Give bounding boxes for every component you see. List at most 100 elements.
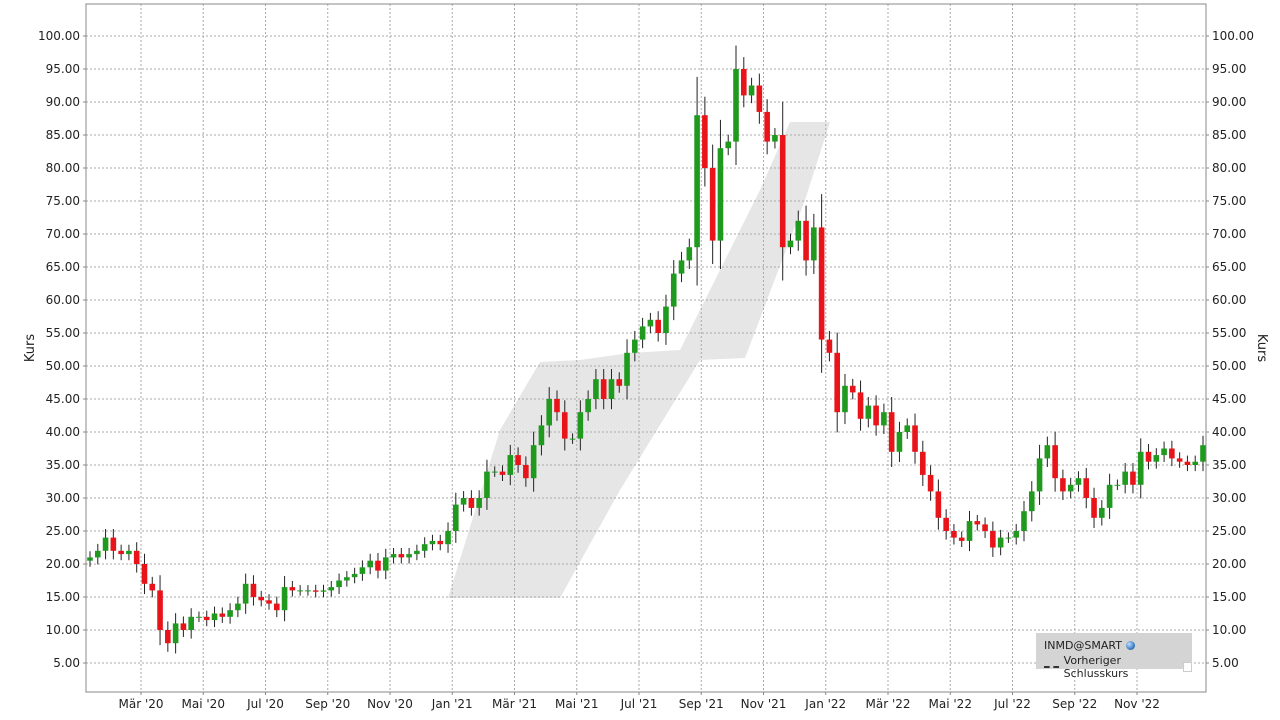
y-tick-label-left: 30.00 bbox=[46, 491, 80, 505]
candle-up bbox=[725, 141, 732, 149]
candle-down bbox=[468, 498, 475, 508]
x-axis: Mär '20 Mai '20 Jul '20 Sep '20 Nov '20 Jan '… bbox=[118, 692, 1160, 711]
candle-down bbox=[118, 550, 124, 555]
candle-down bbox=[1169, 448, 1175, 459]
candle-down bbox=[273, 603, 280, 611]
candle-down bbox=[709, 168, 716, 241]
candle-up bbox=[172, 623, 179, 644]
y-tick-label-right: 75.00 bbox=[1212, 194, 1246, 208]
y-tick-label-right: 60.00 bbox=[1212, 293, 1246, 307]
candle-down bbox=[203, 616, 210, 621]
candle-up bbox=[624, 352, 630, 386]
candle-up bbox=[453, 504, 459, 531]
legend-prev-close-row[interactable]: Vorheriger Schlusskurs bbox=[1044, 654, 1192, 680]
candle-down bbox=[289, 587, 296, 591]
candle-up bbox=[1137, 451, 1144, 485]
y-tick-label-right: 80.00 bbox=[1212, 161, 1246, 175]
x-tick-label: Mai '22 bbox=[929, 697, 972, 711]
candle-up bbox=[188, 616, 194, 630]
candle-up bbox=[546, 399, 553, 426]
candle-up bbox=[772, 135, 778, 142]
candle-up bbox=[227, 610, 233, 617]
candle-up bbox=[126, 550, 132, 555]
candle-down bbox=[849, 385, 856, 393]
candle-up bbox=[242, 583, 249, 604]
candle-up bbox=[414, 550, 420, 555]
candle-down bbox=[912, 425, 918, 452]
x-tick-label: Mär '22 bbox=[865, 697, 910, 711]
legend[interactable]: INMD@SMART Vorheriger Schlusskurs bbox=[1036, 633, 1192, 680]
x-tick-label: Jul '21 bbox=[620, 697, 658, 711]
candle-up bbox=[1028, 491, 1035, 512]
candle-up bbox=[593, 379, 599, 399]
candle-down bbox=[554, 399, 560, 413]
candle-down bbox=[655, 319, 661, 333]
y-tick-label-right: 50.00 bbox=[1212, 359, 1246, 373]
y-tick-label-left: 25.00 bbox=[46, 524, 80, 538]
y-tick-label-right: 45.00 bbox=[1212, 392, 1246, 406]
candle-up bbox=[429, 540, 436, 545]
candle-down bbox=[1145, 451, 1152, 462]
candle-up bbox=[1099, 507, 1105, 518]
y-axis-left: 5.00 10.00 15.00 20.00 25.00 30.00 35.00 40.00 4… bbox=[38, 29, 86, 670]
candle-down bbox=[133, 550, 140, 564]
candle-up bbox=[997, 537, 1004, 548]
x-tick-label: Nov '22 bbox=[1114, 697, 1160, 711]
candle-down bbox=[110, 537, 117, 551]
candle-up bbox=[305, 590, 311, 592]
candle-down bbox=[523, 465, 529, 479]
candle-up bbox=[530, 445, 537, 479]
y-tick-label-left: 90.00 bbox=[46, 95, 80, 109]
candle-up bbox=[811, 227, 817, 261]
candle-down bbox=[740, 69, 747, 96]
candle-down bbox=[1060, 478, 1066, 492]
globe-icon[interactable] bbox=[1126, 641, 1135, 650]
x-tick-label: Mai '21 bbox=[555, 697, 598, 711]
candle-down bbox=[165, 630, 171, 644]
candle-down bbox=[1052, 445, 1058, 479]
candle-up bbox=[639, 326, 646, 340]
candle-up bbox=[476, 498, 482, 508]
plot-frame bbox=[85, 3, 1207, 693]
candle-down bbox=[375, 560, 381, 571]
candle-up bbox=[577, 412, 584, 439]
y-axis-title-left: Kurs bbox=[23, 334, 38, 362]
y-tick-label-left: 65.00 bbox=[46, 260, 80, 274]
y-axis-right: 5.00 10.00 15.00 20.00 25.00 30.00 35.00 40.00 4… bbox=[1206, 29, 1254, 670]
candle-up bbox=[733, 69, 739, 142]
dashed-line-icon bbox=[1044, 666, 1059, 668]
candle-down bbox=[958, 537, 965, 541]
candle-down bbox=[437, 540, 444, 545]
y-tick-label-left: 55.00 bbox=[46, 326, 80, 340]
y-tick-label-left: 40.00 bbox=[46, 425, 80, 439]
x-tick-label: Jul '20 bbox=[246, 697, 284, 711]
candle-up bbox=[460, 498, 467, 505]
y-tick-label-right: 70.00 bbox=[1212, 227, 1246, 241]
legend-prev-close-label: Vorheriger Schlusskurs bbox=[1063, 654, 1129, 680]
candle-down bbox=[982, 524, 988, 531]
y-tick-label-right: 95.00 bbox=[1212, 62, 1246, 76]
candle-down bbox=[803, 220, 809, 261]
y-tick-label-left: 70.00 bbox=[46, 227, 80, 241]
candle-up bbox=[585, 399, 591, 413]
candle-down bbox=[779, 135, 786, 248]
candle-down bbox=[141, 564, 148, 584]
candle-up bbox=[351, 573, 358, 578]
candle-down bbox=[157, 590, 163, 630]
candle-up bbox=[235, 603, 241, 611]
candle-up bbox=[647, 319, 654, 327]
legend-series-row[interactable]: INMD@SMART bbox=[1044, 639, 1135, 652]
candle-up bbox=[694, 115, 700, 248]
candle-down bbox=[515, 455, 521, 465]
x-tick-label: Mai '20 bbox=[182, 697, 225, 711]
grid bbox=[86, 4, 1206, 692]
candle-up bbox=[1192, 461, 1199, 465]
checkbox-icon[interactable] bbox=[1182, 662, 1192, 672]
candle-up bbox=[281, 587, 288, 611]
candle-up bbox=[196, 616, 202, 618]
candle-up bbox=[1122, 471, 1128, 485]
candle-down bbox=[764, 111, 770, 142]
candle-up bbox=[795, 220, 802, 241]
y-tick-label-right: 15.00 bbox=[1212, 590, 1246, 604]
